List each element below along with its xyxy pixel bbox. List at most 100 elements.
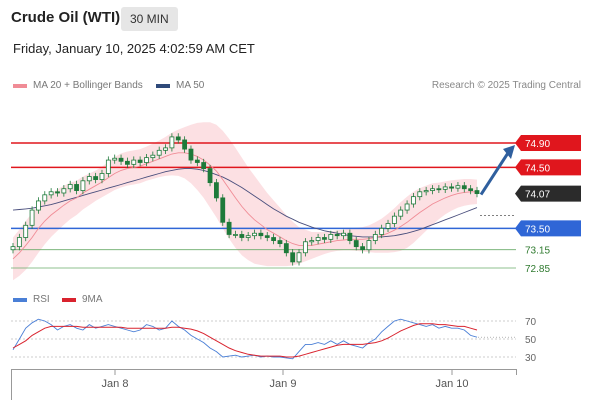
candle-body (417, 191, 423, 198)
level-label-72.85: 72.85 (525, 264, 550, 275)
candle-body (93, 176, 99, 180)
candle-body (296, 252, 302, 263)
level-label-73.50: 73.50 (525, 224, 550, 235)
rsi-chart[interactable]: 70 50 30 (11, 317, 537, 364)
candle-body (201, 162, 207, 170)
candle-body (398, 209, 404, 217)
candle-body (411, 196, 416, 205)
candle-body (131, 159, 137, 165)
candle-body (207, 168, 213, 184)
level-label-74.90: 74.90 (525, 139, 550, 150)
candle-body (55, 191, 60, 194)
candle-body (366, 240, 372, 251)
candle-body (455, 185, 461, 189)
candle-body (112, 157, 118, 161)
candle-body (347, 232, 353, 241)
candle-body (182, 139, 188, 150)
rsi-tick-70: 70 (525, 317, 537, 328)
time-tick-label: Jan 9 (270, 378, 297, 390)
candle-body (290, 252, 296, 263)
level-label-74.50: 74.50 (525, 163, 550, 174)
candle-body (404, 203, 410, 211)
time-tick-label: Jan 8 (102, 378, 129, 390)
legend-ma20-label: MA 20 + Bollinger Bands (33, 80, 143, 91)
candle-body (423, 190, 429, 193)
candle-body (277, 240, 283, 245)
candle-body (328, 234, 334, 240)
candle-body (264, 235, 270, 238)
candle-body (372, 234, 378, 241)
candle-body (36, 200, 41, 211)
legend-ma50: MA 50 (156, 80, 204, 91)
datetime-label: Friday, January 10, 2025 4:02:59 AM CET (13, 41, 255, 56)
candle-body (169, 136, 175, 149)
legend-ma20-bb: MA 20 + Bollinger Bands (13, 80, 143, 91)
candle-body (461, 185, 467, 190)
level-label-73.15: 73.15 (525, 246, 550, 257)
forecast-arrow-shaft (479, 152, 510, 196)
candle-body (42, 194, 48, 202)
candle-body (430, 188, 435, 191)
rsi-ma-line (12, 323, 478, 358)
candle-body (468, 188, 474, 191)
candle-body (74, 184, 79, 191)
level-tag-73.50 (515, 220, 581, 237)
candle-body (188, 148, 194, 161)
candle-body (99, 173, 105, 180)
legend-rsi-label: RSI (33, 294, 50, 305)
legend-rsi-ma: 9MA (62, 294, 103, 305)
credit-label: Research © 2025 Trading Central (431, 80, 581, 91)
rsi-swatch (13, 297, 27, 302)
candle-body (474, 190, 480, 195)
candle-body (353, 240, 359, 248)
candle-body (61, 188, 67, 194)
price-chart[interactable]: 74.90 74.50 73.50 73.15 72.85 74.07 (10, 122, 581, 281)
candle-body (48, 191, 54, 196)
rsi-tick-50: 50 (525, 335, 537, 346)
candle-body (105, 159, 111, 174)
ma20-line (12, 152, 477, 260)
instrument-title: Crude Oil (WTI) (11, 9, 121, 26)
candle-body (391, 215, 397, 224)
candle-body (360, 246, 365, 251)
rsi-line (12, 318, 478, 360)
candle-body (449, 186, 454, 189)
candle-body (23, 224, 29, 238)
candle-body (118, 157, 124, 162)
level-tag-74.50 (515, 159, 581, 176)
legend-ma50-label: MA 50 (176, 80, 205, 91)
candle-body (258, 232, 264, 237)
ma20-swatch (13, 83, 27, 88)
candle-body (175, 136, 181, 141)
candle-body (29, 209, 35, 226)
level-tag-74.90 (515, 135, 581, 151)
candle-body (334, 234, 340, 237)
candle-body (194, 159, 200, 163)
forecast-arrow-head (503, 145, 515, 159)
rsi-tick-30: 30 (525, 353, 537, 364)
candle-body (341, 232, 346, 237)
legend-rsi: RSI (13, 294, 50, 305)
candle-body (385, 223, 391, 229)
candle-body (442, 186, 448, 190)
candle-body (233, 234, 238, 236)
candle-body (80, 180, 86, 191)
candle-body (150, 154, 156, 159)
candle-body (309, 240, 315, 243)
candle-body (213, 182, 219, 199)
candle-body (252, 232, 257, 237)
candle-body (86, 176, 92, 182)
candle-body (67, 184, 73, 190)
last-price-tag (515, 185, 581, 202)
candle-body (226, 221, 232, 235)
legend-rsi-ma-label: 9MA (82, 294, 103, 305)
last-price-label: 74.07 (525, 190, 550, 201)
candle-body (156, 149, 162, 156)
candle-body (163, 147, 168, 151)
time-axis: Jan 8 Jan 9 Jan 10 (11, 369, 517, 400)
candle-body (283, 243, 289, 254)
rsi-ma-swatch (62, 297, 76, 302)
ma50-line (12, 168, 478, 238)
timeframe-badge[interactable]: 30 MIN (121, 7, 178, 31)
